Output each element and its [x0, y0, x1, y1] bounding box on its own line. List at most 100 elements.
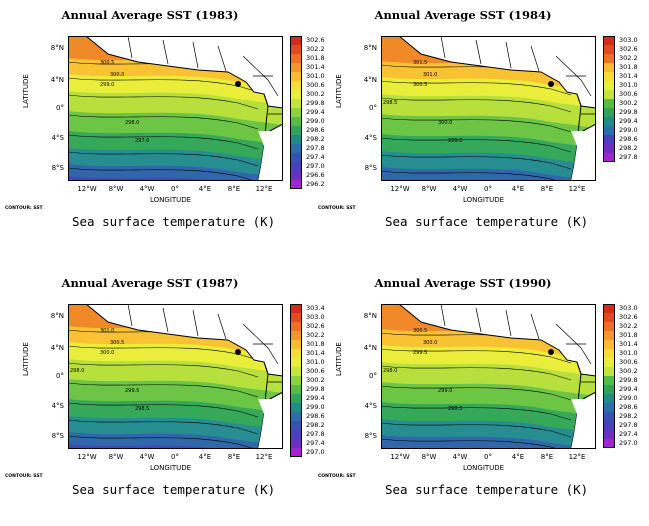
color-bar-swatch — [603, 358, 615, 367]
color-bar-swatch — [603, 421, 615, 430]
x-tick-label: 12°E — [568, 185, 586, 193]
caption: Sea surface temperature (K) — [72, 214, 276, 229]
contour-label: 300.5 — [100, 60, 115, 66]
color-bar-swatch — [290, 412, 302, 421]
color-bar-tick: 297.4 — [306, 439, 325, 447]
color-bar-tick: 302.6 — [619, 313, 638, 321]
y-axis-label: LATITUDE — [335, 74, 343, 108]
color-bar-swatch — [603, 412, 615, 421]
color-bar-tick: 301.0 — [619, 349, 638, 357]
color-bar-swatch — [290, 54, 302, 63]
color-bar-labels: 302.6 302.2 301.8 301.4 301.0 300.6 300.2 299.8… — [306, 36, 325, 189]
y-tick-label: 4°S — [364, 134, 377, 142]
y-tick-label: 4°N — [363, 344, 377, 352]
contour-label: 300.5 — [413, 328, 428, 334]
sst-map — [381, 304, 596, 449]
contour-label: 301.5 — [413, 60, 428, 66]
contour-label: 300.0 — [110, 72, 125, 78]
contour-label: 300.0 — [100, 350, 115, 356]
y-tick-label: 8°N — [363, 44, 377, 52]
x-tick-label: 12°W — [390, 185, 410, 193]
color-bar-swatch — [603, 153, 615, 162]
color-bar-swatch — [290, 153, 302, 162]
sst-map — [381, 36, 596, 181]
color-bar-swatch — [290, 403, 302, 412]
color-bar-swatch — [290, 90, 302, 99]
color-bar-tick: 301.4 — [306, 63, 325, 71]
contour-label: 298.0 — [383, 368, 398, 374]
color-bar-tick: 303.0 — [619, 36, 638, 44]
color-bar-tick: 299.0 — [619, 394, 638, 402]
color-bar-tick: 299.4 — [306, 394, 325, 402]
y-tick-label: 0° — [369, 372, 377, 380]
color-bar-tick: 300.6 — [619, 358, 638, 366]
y-tick-label: 8°N — [50, 312, 64, 320]
color-bar-tick: 303.4 — [306, 304, 325, 312]
color-bar-tick: 303.0 — [306, 313, 325, 321]
color-bar-labels: 303.4 303.0 302.6 302.2 301.8 301.4 301.0 300.6… — [306, 304, 325, 457]
color-bar-tick: 297.4 — [306, 153, 325, 161]
color-bar-swatch — [603, 340, 615, 349]
x-tick-label: 8°E — [540, 185, 554, 193]
contour-label: 298.5 — [448, 406, 463, 412]
contour-label: 297.0 — [135, 138, 150, 144]
color-bar-tick: 301.8 — [306, 54, 325, 62]
color-bar-swatch — [603, 439, 615, 448]
caption: Sea surface temperature (K) — [72, 482, 276, 497]
color-bar-tick: 300.2 — [306, 90, 325, 98]
color-bar-swatch — [290, 331, 302, 340]
contour-label: 299.5 — [125, 388, 140, 394]
color-bar-tick: 302.2 — [306, 45, 325, 53]
color-bar-tick: 297.8 — [619, 153, 638, 161]
color-bar — [603, 36, 615, 162]
contour-label: 301.0 — [423, 72, 438, 78]
color-bar-swatch — [603, 331, 615, 340]
color-bar-tick: 302.2 — [306, 331, 325, 339]
color-bar-swatch — [290, 439, 302, 448]
color-bar-swatch — [603, 376, 615, 385]
color-bar-tick: 298.6 — [619, 135, 638, 143]
y-tick-label: 0° — [56, 104, 64, 112]
color-bar-swatch — [603, 36, 615, 45]
x-tick-label: 8°W — [108, 185, 124, 193]
color-bar-swatch — [603, 394, 615, 403]
color-bar-swatch — [290, 313, 302, 322]
color-bar-swatch — [290, 72, 302, 81]
contour-label: 299.5 — [413, 350, 428, 356]
sst-panel: Annual Average SST (1987) LATITUDE 8°N 4°N 0… — [0, 268, 325, 523]
x-axis-label: LONGITUDE — [463, 196, 505, 204]
contour-label: 300.5 — [413, 82, 428, 88]
y-tick-label: 8°S — [364, 432, 377, 440]
x-tick-label: 4°E — [198, 185, 212, 193]
x-tick-label: 8°E — [227, 185, 241, 193]
caption: Sea surface temperature (K) — [385, 482, 589, 497]
color-bar-swatch — [290, 385, 302, 394]
color-bar-tick: 297.0 — [306, 448, 325, 456]
color-bar-swatch — [290, 171, 302, 180]
contour-label: 300.0 — [438, 120, 453, 126]
x-tick-label: 8°E — [540, 453, 554, 461]
color-bar-swatch — [603, 63, 615, 72]
x-tick-label: 12°W — [77, 453, 97, 461]
color-bar-tick: 300.6 — [306, 81, 325, 89]
x-axis-label: LONGITUDE — [150, 464, 192, 472]
color-bar-swatch — [290, 358, 302, 367]
y-tick-label: 4°N — [363, 76, 377, 84]
color-bar-swatch — [290, 340, 302, 349]
color-bar-swatch — [290, 162, 302, 171]
color-bar-swatch — [603, 385, 615, 394]
color-bar-swatch — [290, 180, 302, 189]
color-bar-tick: 297.4 — [619, 430, 638, 438]
color-bar-tick: 298.2 — [619, 144, 638, 152]
color-bar-tick: 297.0 — [306, 162, 325, 170]
color-bar-tick: 301.8 — [619, 331, 638, 339]
y-tick-label: 4°N — [50, 344, 64, 352]
contour-label: 298.0 — [125, 120, 140, 126]
color-bar-tick: 297.8 — [306, 144, 325, 152]
contour-label: 301.0 — [100, 328, 115, 334]
color-bar-swatch — [603, 322, 615, 331]
color-bar-tick: 298.6 — [306, 412, 325, 420]
color-bar-tick: 299.0 — [619, 126, 638, 134]
x-tick-label: 4°W — [139, 185, 155, 193]
color-bar-swatch — [290, 144, 302, 153]
